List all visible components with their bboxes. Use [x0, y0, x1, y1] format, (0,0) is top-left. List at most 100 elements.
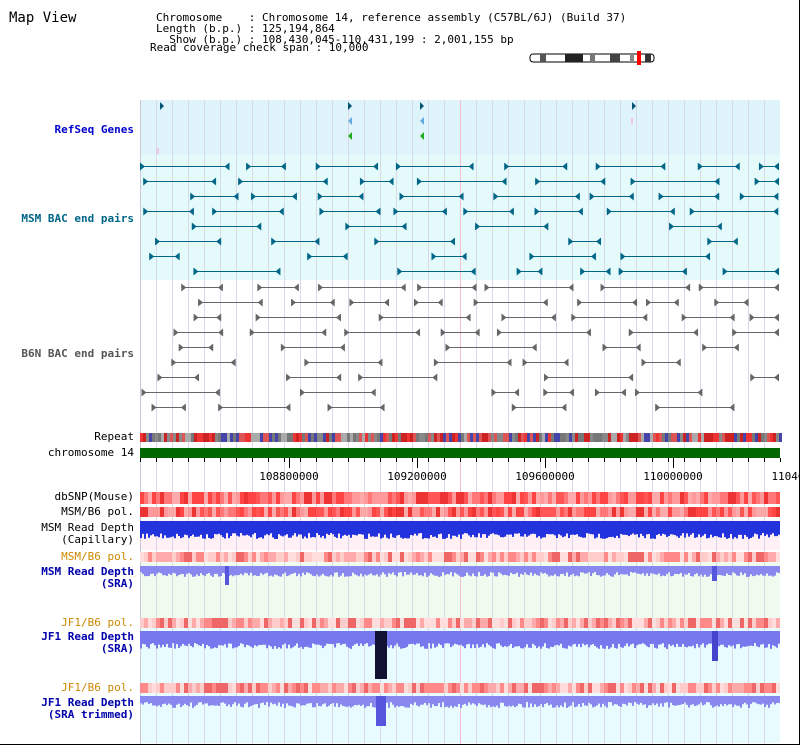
label-msm-bac[interactable]: MSM BAC end pairs: [21, 212, 134, 225]
bac-end: [440, 328, 446, 337]
chromosome-ideogram[interactable]: [529, 51, 655, 65]
repeat-element: [299, 433, 302, 442]
msm-bac-track[interactable]: [140, 162, 779, 276]
depth-bar: [490, 696, 492, 708]
depth-bar: [724, 696, 726, 704]
heat-cell: [360, 507, 364, 517]
label-b6n-bac[interactable]: B6N BAC end pairs: [21, 347, 134, 360]
depth-bar: [592, 631, 594, 645]
label-repeat[interactable]: Repeat: [94, 430, 134, 443]
repeat-element: [635, 433, 638, 442]
heat-cell: [320, 618, 324, 628]
heat-cell: [700, 618, 704, 628]
label-jf1-b6-pol-1[interactable]: JF1/B6 pol.: [61, 616, 134, 629]
depth-bar: [244, 521, 246, 536]
repeat-element: [407, 433, 410, 442]
heat-cell: [452, 507, 456, 517]
depth-bar: [470, 566, 472, 577]
depth-bar: [498, 521, 500, 536]
repeat-element: [200, 433, 203, 442]
heat-cell: [160, 683, 164, 693]
heat-cell: [140, 618, 144, 628]
heatmap-tracks[interactable]: [140, 492, 780, 693]
heat-cell: [552, 552, 556, 562]
repeat-element: [152, 433, 155, 442]
heat-cell: [316, 683, 320, 693]
depth-bar: [360, 566, 362, 574]
depth-bar: [244, 696, 246, 704]
bac-end: [370, 388, 376, 397]
depth-bar: [726, 696, 728, 706]
heat-cell: [472, 492, 476, 504]
b6n-bac-track[interactable]: [141, 283, 779, 412]
heat-cell: [508, 552, 512, 562]
depth-bar: [250, 631, 252, 647]
depth-bar: [604, 521, 606, 539]
depth-bar: [310, 631, 312, 648]
heat-cell: [580, 683, 584, 693]
depth-bar: [284, 631, 286, 644]
label-jf1-read-trimmed[interactable]: JF1 Read Depth (SRA trimmed): [41, 696, 134, 721]
depth-bar: [442, 696, 444, 703]
refseq-genes-track[interactable]: [157, 102, 636, 154]
bac-end: [291, 192, 297, 201]
heat-cell: [204, 552, 208, 562]
depth-bar: [490, 631, 492, 647]
bac-end: [416, 177, 422, 186]
heat-cell: [420, 492, 424, 504]
depth-bar: [306, 521, 308, 539]
depth-bar: [468, 696, 470, 703]
label-jf1-b6-pol-2[interactable]: JF1/B6 pol.: [61, 681, 134, 694]
heat-cell: [460, 552, 464, 562]
depth-bar: [274, 631, 276, 647]
depth-bar: [718, 696, 720, 707]
label-chromosome[interactable]: chromosome 14: [47, 446, 134, 459]
heat-cell: [236, 683, 240, 693]
heat-cell: [620, 618, 624, 628]
heat-cell: [200, 492, 204, 504]
bac-end: [256, 222, 262, 231]
heat-cell: [492, 552, 496, 562]
depth-bar: [682, 566, 684, 577]
chromosome-bar[interactable]: [140, 448, 780, 458]
label-msm-b6-pol-1[interactable]: MSM/B6 pol.: [61, 505, 134, 518]
label-dbsnp[interactable]: dbSNP(Mouse): [54, 490, 134, 503]
depth-bar: [556, 631, 558, 645]
depth-bar: [628, 566, 630, 576]
depth-bar: [752, 566, 754, 577]
repeat-track[interactable]: [140, 433, 782, 442]
depth-bar: [688, 566, 690, 573]
depth-bar: [744, 521, 746, 535]
label-msm-read-sra[interactable]: MSM Read Depth (SRA): [41, 565, 134, 590]
label-msm-read-capillary[interactable]: MSM Read Depth (Capillary): [41, 521, 134, 546]
heat-cell: [380, 492, 384, 504]
heat-cell: [256, 618, 260, 628]
depth-bar: [188, 631, 190, 644]
heat-cell: [352, 683, 356, 693]
depth-bar: [656, 566, 658, 575]
repeat-element: [491, 433, 494, 442]
heat-cell: [644, 507, 648, 517]
label-msm-b6-pol-2[interactable]: MSM/B6 pol.: [61, 550, 134, 563]
repeat-element: [260, 433, 263, 442]
label-refseq-genes[interactable]: RefSeq Genes: [54, 123, 134, 136]
read-depth-tracks[interactable]: [140, 521, 780, 726]
heat-cell: [216, 492, 220, 504]
label-jf1-read-sra[interactable]: JF1 Read Depth (SRA): [41, 630, 134, 655]
bac-end: [349, 298, 355, 307]
bac-end: [417, 283, 423, 292]
heat-cell: [228, 492, 232, 504]
depth-bar: [322, 521, 324, 536]
heat-cell: [176, 683, 180, 693]
depth-bar: [162, 696, 164, 705]
depth-bar: [464, 566, 466, 577]
depth-bar: [418, 566, 420, 576]
repeat-element: [401, 433, 404, 442]
depth-bar: [494, 696, 496, 708]
heat-cell: [716, 552, 720, 562]
depth-bar: [578, 566, 580, 577]
depth-bar: [186, 521, 188, 536]
depth-bar: [488, 631, 490, 645]
heat-cell: [564, 552, 568, 562]
heat-cell: [596, 618, 600, 628]
